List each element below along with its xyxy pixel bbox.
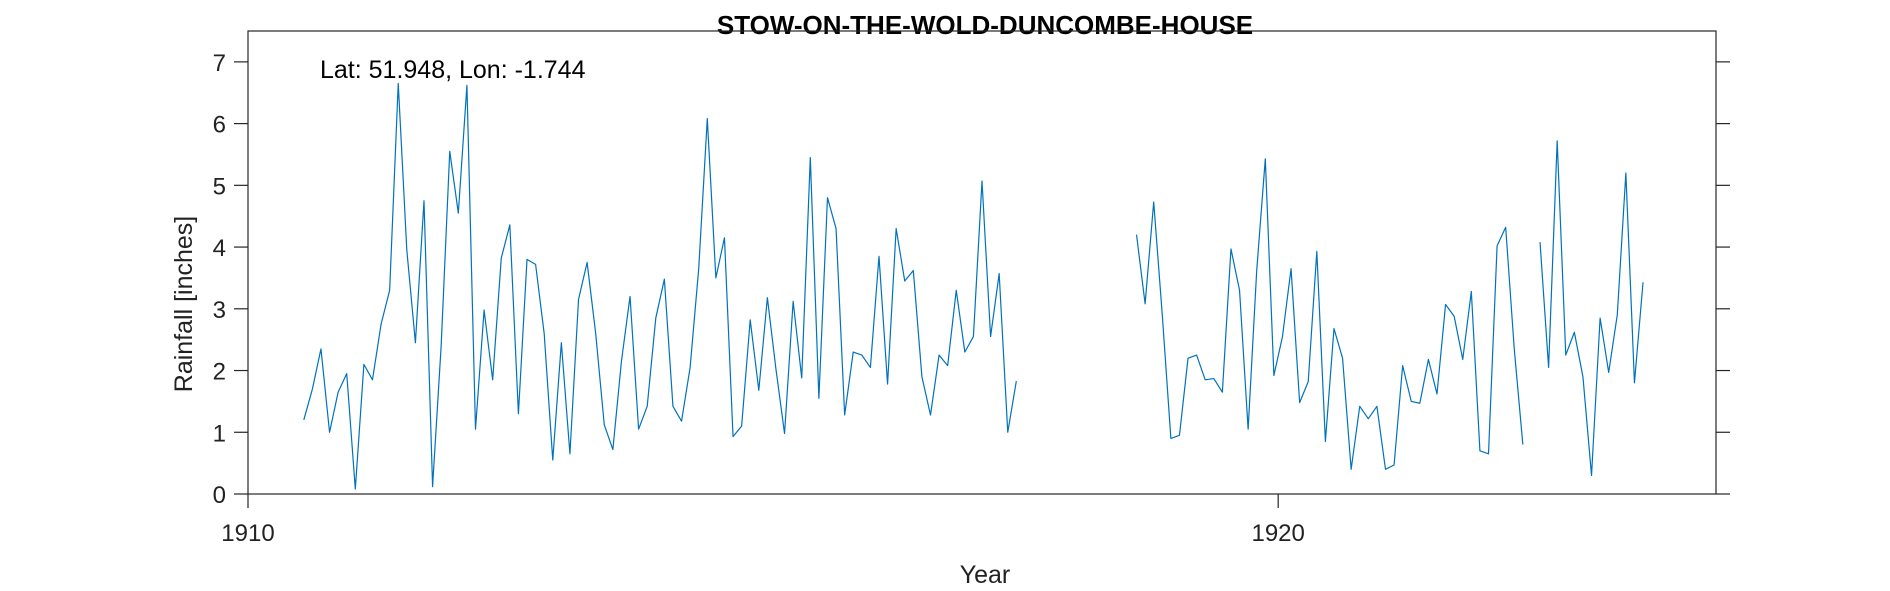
y-tick-label: 6 <box>213 112 226 139</box>
series-layer <box>303 82 1644 490</box>
x-tick-label: 1920 <box>1251 520 1304 547</box>
plot-frame <box>247 30 1717 495</box>
chart-title: STOW-ON-THE-WOLD-DUNCOMBE-HOUSE <box>717 10 1253 40</box>
y-tick-label: 2 <box>213 359 226 386</box>
y-tick-label: 1 <box>213 420 226 447</box>
tick-labels-layer: 0 1 2 3 4 5 6 7 1910 1920 <box>213 50 1305 547</box>
x-tick-label: 1910 <box>221 520 274 547</box>
location-annotation: Lat: 51.948, Lon: -1.744 <box>320 56 586 84</box>
y-tick-label: 3 <box>213 297 226 324</box>
rainfall-series-line <box>303 82 1017 490</box>
y-axis-label: Rainfall [inches] <box>170 216 198 392</box>
rainfall-series-line <box>1539 140 1644 477</box>
ticks-layer <box>234 61 1730 508</box>
x-axis-label: Year <box>960 561 1011 589</box>
y-tick-label: 0 <box>213 482 226 509</box>
y-tick-label: 4 <box>213 235 226 262</box>
y-tick-label: 5 <box>213 173 226 200</box>
rainfall-series-line <box>1135 158 1524 470</box>
y-tick-label: 7 <box>213 50 226 77</box>
